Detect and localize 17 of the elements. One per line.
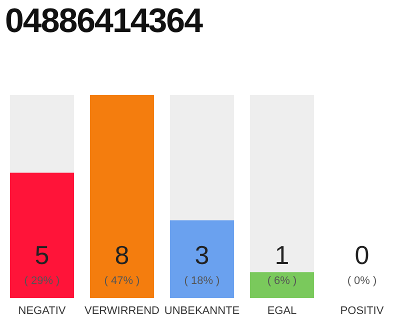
x-tick-label: VERWIRREND	[84, 305, 160, 317]
data-label: ( 47% )	[104, 275, 140, 287]
x-tick-label: POSITIV	[340, 305, 384, 317]
x-tick-label: NEGATIV	[18, 305, 66, 317]
chart-title: 04886414364	[5, 2, 202, 41]
annotation: 1	[274, 240, 290, 270]
x-tick-label: EGAL	[267, 305, 297, 317]
data-label: ( 0% )	[347, 275, 377, 287]
annotation: 8	[114, 240, 130, 270]
annotation: 3	[194, 240, 210, 270]
annotation: 5	[34, 240, 50, 270]
annotation: 0	[354, 240, 370, 270]
data-label: ( 6% )	[267, 275, 297, 287]
data-label: ( 18% )	[184, 275, 220, 287]
x-tick-label: UNBEKANNTE	[164, 305, 240, 317]
bar	[250, 272, 314, 298]
data-label: ( 29% )	[24, 275, 60, 287]
